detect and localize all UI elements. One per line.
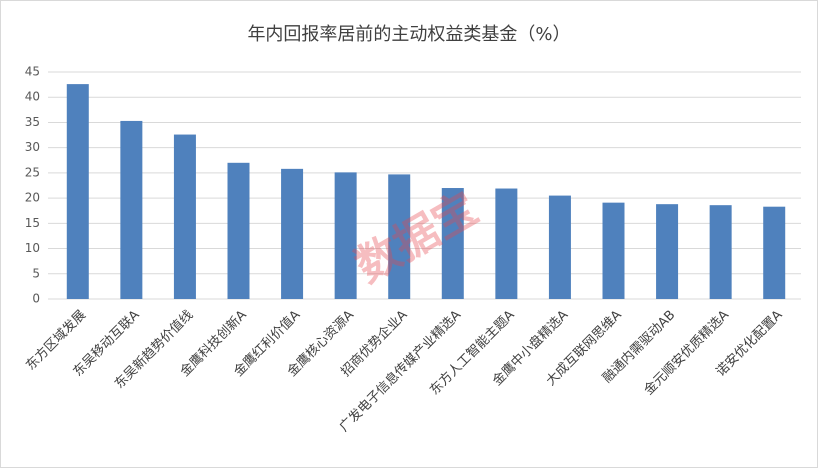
chart-title: 年内回报率居前的主动权益类基金（%） <box>247 24 570 45</box>
y-tick-label: 25 <box>25 165 40 179</box>
bar <box>495 188 518 299</box>
bar <box>173 134 196 299</box>
bar <box>120 120 143 299</box>
y-tick-label: 30 <box>25 140 40 154</box>
y-tick-label: 20 <box>25 191 40 205</box>
y-tick-label: 0 <box>32 292 40 306</box>
y-tick-label: 45 <box>25 65 40 79</box>
bar <box>763 206 786 299</box>
y-tick-label: 35 <box>25 115 40 129</box>
bar <box>656 204 679 299</box>
y-tick-label: 10 <box>25 241 40 255</box>
bar <box>334 172 357 299</box>
bar <box>441 188 464 299</box>
bar <box>227 162 250 299</box>
bar <box>548 195 571 299</box>
y-tick-label: 40 <box>25 90 40 104</box>
y-tick-label: 5 <box>32 266 40 280</box>
y-tick-label: 15 <box>25 216 40 230</box>
bar <box>709 205 732 299</box>
bar <box>602 202 625 299</box>
bar <box>66 84 89 300</box>
bar <box>388 174 411 299</box>
bar <box>281 168 304 299</box>
